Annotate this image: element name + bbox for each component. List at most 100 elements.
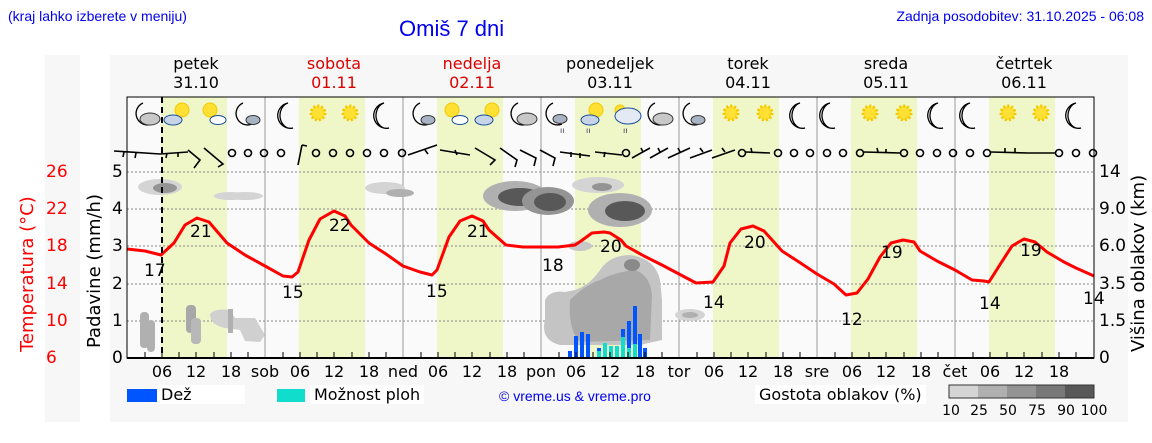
left-axis-panel <box>45 55 80 422</box>
svg-text:18: 18 <box>359 362 379 381</box>
temp-label: 21 <box>467 222 489 242</box>
showers-legend-swatch <box>277 389 305 402</box>
page-title: Omiš 7 dni <box>399 16 505 41</box>
svg-text:12: 12 <box>324 362 344 381</box>
svg-text:06: 06 <box>290 362 310 381</box>
sun-cloud-rain-icon: ıı <box>580 102 604 135</box>
svg-text:čet: čet <box>943 362 968 381</box>
cloud-density-ticks: 10 25 50 75 90 100 <box>942 403 1107 419</box>
temp-label: 19 <box>1020 241 1042 261</box>
moon-icon <box>819 102 836 130</box>
svg-text:12: 12 <box>1014 362 1034 381</box>
weather-icons-row: ıı ıı ıı <box>135 102 1082 135</box>
temp-label: 15 <box>426 282 448 302</box>
cloud-height-tick: 6.0 <box>1099 236 1127 256</box>
svg-text:18: 18 <box>635 362 655 381</box>
svg-text:12: 12 <box>186 362 206 381</box>
svg-text:06: 06 <box>152 362 172 381</box>
temperature-labels: 17 21 15 22 15 21 18 20 14 20 12 19 14 1… <box>144 216 1105 330</box>
svg-text:75: 75 <box>1028 403 1046 419</box>
sun-icon <box>756 104 774 122</box>
svg-text:tor: tor <box>668 362 691 381</box>
temp-tick: 26 <box>46 162 68 182</box>
svg-text:90: 90 <box>1057 403 1075 419</box>
svg-text:18: 18 <box>911 362 931 381</box>
x-axis-labels: 06 12 18 sob 06 12 18 ned 06 12 18 pon 0… <box>152 362 1069 381</box>
moon-cloud-icon <box>510 102 538 126</box>
svg-text:ned: ned <box>388 362 418 381</box>
svg-text:pon: pon <box>526 362 556 381</box>
temp-tick: 6 <box>46 348 57 368</box>
svg-text:ıı: ıı <box>586 126 590 135</box>
moon-cloud-icon <box>235 102 261 126</box>
sun-icon <box>895 104 913 122</box>
temp-label: 12 <box>841 310 863 330</box>
temp-label: 14 <box>1083 289 1105 309</box>
moon-cloud-icon <box>135 102 161 126</box>
moon-icon <box>959 102 976 130</box>
svg-text:ıı: ıı <box>623 126 627 135</box>
moon-icon <box>927 102 944 130</box>
sun-cloud-icon <box>202 102 227 125</box>
temperature-line <box>126 209 1095 297</box>
precip-tick: 5 <box>112 162 123 182</box>
temp-label: 19 <box>881 243 903 263</box>
day-header-3: ponedeljek 03.11 <box>566 54 654 92</box>
showers-legend-label: Možnost ploh <box>310 385 425 404</box>
cloud-density-layer <box>138 177 705 352</box>
moon-icon <box>1065 102 1082 130</box>
svg-text:50: 50 <box>999 403 1017 419</box>
moon-icon <box>277 102 294 130</box>
temp-label: 18 <box>542 256 564 276</box>
sun-cloud-icon <box>444 102 469 125</box>
cloud-density-scale <box>948 384 1095 399</box>
precip-tick: 4 <box>112 199 123 219</box>
precip-tick: 1 <box>112 311 123 331</box>
temp-tick: 14 <box>46 274 68 294</box>
x-ticks <box>144 352 1077 358</box>
svg-text:12: 12 <box>462 362 482 381</box>
svg-text:100: 100 <box>1081 403 1108 419</box>
svg-text:12: 12 <box>738 362 758 381</box>
svg-text:06: 06 <box>980 362 1000 381</box>
svg-text:06: 06 <box>566 362 586 381</box>
cloud-rain-icon: ıı <box>614 104 642 135</box>
rain-legend-label: Dež <box>157 385 245 404</box>
location-hint-link[interactable]: (kraj lahko izberete v meniju) <box>8 8 187 24</box>
svg-text:12: 12 <box>876 362 896 381</box>
precip-tick: 3 <box>112 236 123 256</box>
day-header-4: torek 04.11 <box>725 54 771 92</box>
temp-label: 22 <box>329 216 351 236</box>
svg-text:18: 18 <box>1049 362 1069 381</box>
cloud-height-tick: 3.5 <box>1099 274 1127 294</box>
cloud-height-tick: 1.5 <box>1099 311 1127 331</box>
svg-text:18: 18 <box>773 362 793 381</box>
moon-icon <box>373 102 390 130</box>
precip-tick: 2 <box>112 274 123 294</box>
day-header-5: sreda 05.11 <box>863 54 909 92</box>
last-update-text: Zadnja posodobitev: 31.10.2025 - 06:08 <box>896 8 1144 24</box>
temp-label: 20 <box>600 237 622 257</box>
moon-icon <box>789 102 806 130</box>
moon-cloud-rain-icon: ıı <box>545 102 568 135</box>
day-header-1: sobota 01.11 <box>306 54 362 92</box>
svg-text:18: 18 <box>221 362 241 381</box>
sun-icon <box>722 104 740 122</box>
temp-label: 20 <box>744 233 766 253</box>
day-header-2: nedelja 02.11 <box>442 54 502 92</box>
precipitation-bars <box>568 306 647 358</box>
precip-tick: 0 <box>112 348 123 368</box>
credit-link[interactable]: © vreme.us & vreme.pro <box>499 388 651 404</box>
cloud-height-tick: 0 <box>1099 348 1110 368</box>
day-header-0: petek 31.10 <box>173 54 219 92</box>
svg-text:sre: sre <box>805 362 829 381</box>
sun-icon <box>999 104 1017 122</box>
svg-text:06: 06 <box>704 362 724 381</box>
cloud-density-label: Gostota oblakov (%) <box>755 385 926 404</box>
temp-tick: 22 <box>46 199 68 219</box>
moon-cloud-icon <box>682 102 706 126</box>
svg-text:ıı: ıı <box>560 126 564 135</box>
svg-text:25: 25 <box>970 403 988 419</box>
svg-text:18: 18 <box>497 362 517 381</box>
